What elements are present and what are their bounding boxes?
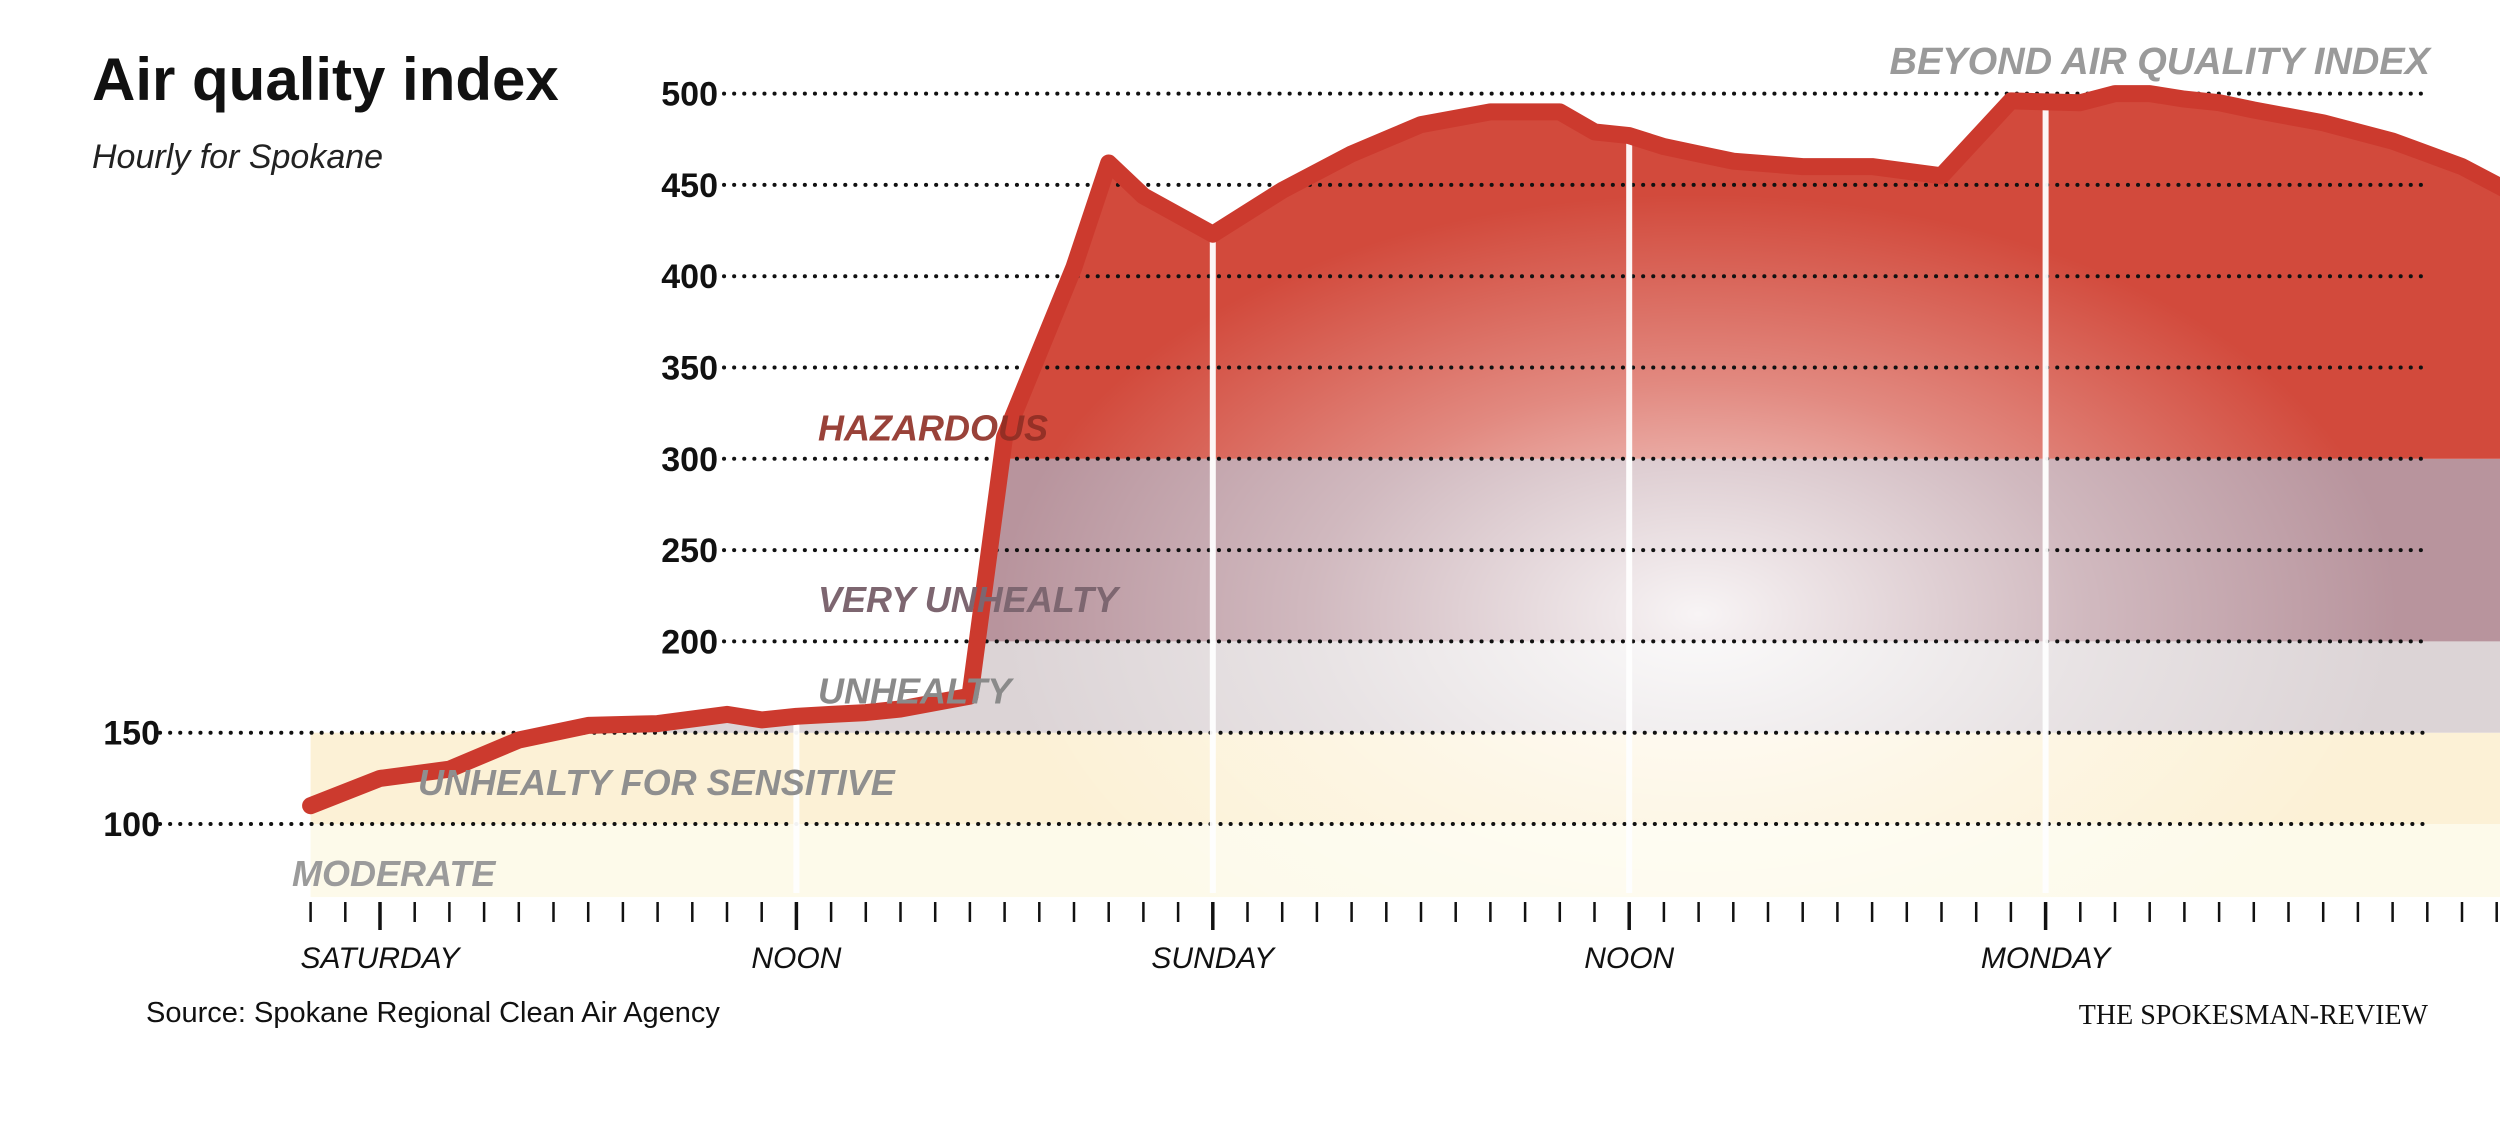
y-tick-label-350: 350 — [661, 350, 718, 388]
y-tick-label-400: 400 — [661, 258, 718, 296]
y-tick-label-450: 450 — [661, 167, 718, 205]
band-labels: MODERATE UNHEALTY FOR SENSITIVE UNHEALTY VE… — [292, 408, 1121, 895]
publisher-credit: THE SPOKESMAN-REVIEW — [2079, 1000, 2429, 1031]
band-label-unhealty-for-sensitive: UNHEALTY FOR SENSITIVE — [418, 762, 896, 803]
source-note: Source: Spokane Regional Clean Air Agenc… — [146, 997, 720, 1029]
x-tick-label-noon: NOON — [1584, 942, 1674, 975]
y-tick-label-300: 300 — [661, 441, 718, 479]
band-label-very-unhealty: VERY UNHEALTY — [818, 579, 1121, 620]
y-tick-label-500: 500 — [661, 76, 718, 114]
beyond-aqi-annotation: BEYOND AIR QUALITY INDEX — [1890, 41, 2433, 83]
x-tick-label-saturday: SATURDAY — [301, 942, 462, 975]
aqi-series-line — [302, 85, 2500, 815]
x-tick-label-noon: NOON — [751, 942, 841, 975]
band-label-unhealty: UNHEALTY — [818, 670, 1014, 711]
x-ticks: SATURDAY NOON SUNDAY NOON MONDAY — [301, 902, 2498, 975]
y-tick-label-100: 100 — [103, 806, 160, 844]
chart-subtitle: Hourly for Spokane — [92, 138, 383, 176]
x-tick-label-sunday: SUNDAY — [1151, 942, 1276, 975]
chart-title: Air quality index — [92, 46, 559, 113]
aqi-line — [302, 85, 2500, 815]
day-separator-lines — [793, 107, 2049, 894]
y-tick-label-200: 200 — [661, 623, 718, 661]
y-tick-labels: 100 150 200 250 300 350 400 450 500 — [103, 76, 718, 844]
y-tick-label-250: 250 — [661, 532, 718, 570]
band-label-moderate: MODERATE — [292, 853, 496, 894]
band-label-hazardous: HAZARDOUS — [818, 408, 1048, 449]
y-tick-label-150: 150 — [103, 715, 160, 753]
x-tick-label-monday: MONDAY — [1981, 942, 2112, 975]
